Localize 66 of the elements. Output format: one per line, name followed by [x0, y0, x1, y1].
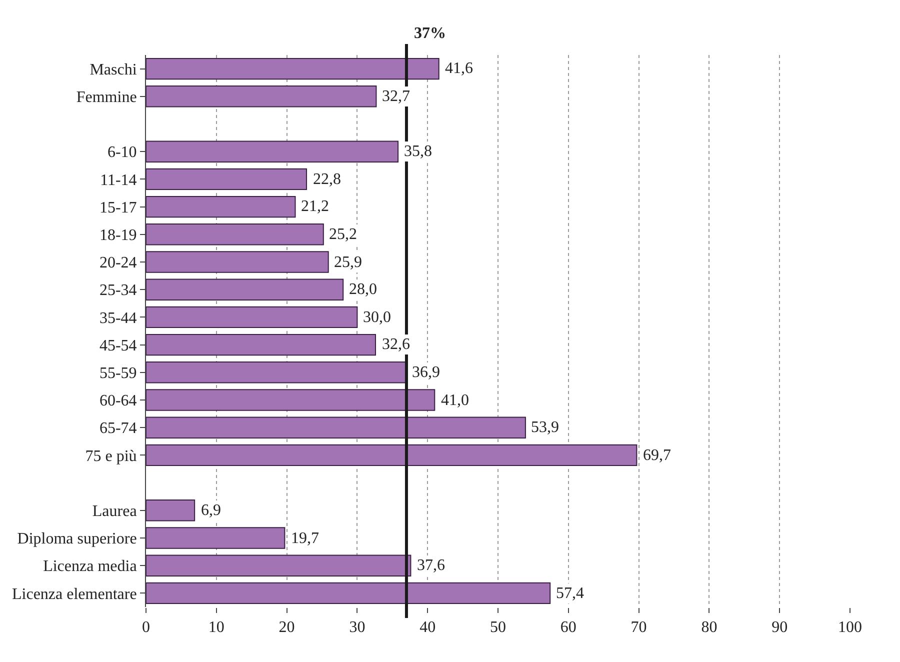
data-label: 41,0 [441, 392, 469, 409]
data-label: 53,9 [531, 419, 559, 436]
x-tick-label: 90 [772, 619, 788, 636]
y-tick-label: 11-14 [100, 172, 137, 189]
y-tick-label: Diploma superiore [17, 530, 137, 548]
bar [146, 582, 551, 604]
x-tick-label: 0 [142, 619, 150, 636]
bar [146, 278, 344, 300]
data-label: 37,6 [417, 557, 445, 574]
x-tick-label: 80 [701, 619, 718, 636]
bar [146, 306, 358, 328]
data-label: 32,6 [382, 336, 410, 353]
data-label: 69,7 [643, 447, 671, 464]
data-label: 22,8 [313, 171, 341, 188]
bar [146, 389, 436, 411]
x-tick-label: 10 [208, 619, 224, 636]
data-label: 35,8 [404, 143, 432, 160]
bar [146, 168, 308, 190]
bar [146, 140, 399, 162]
data-label: 57,4 [556, 585, 584, 602]
bar [146, 58, 440, 80]
data-label: 30,0 [363, 309, 391, 326]
bar [146, 527, 286, 549]
bar [146, 196, 296, 218]
y-tick-label: 75 e più [85, 448, 137, 465]
data-label: 32,7 [382, 88, 410, 105]
bar [146, 251, 329, 273]
bar [146, 444, 638, 466]
y-tick-label: 6-10 [107, 144, 137, 162]
y-tick-label: Maschi [90, 61, 138, 78]
x-tick-label: 50 [490, 619, 506, 636]
y-tick-label: Laurea [92, 503, 137, 520]
data-label: 28,0 [349, 281, 377, 298]
y-tick-label: 65-74 [99, 420, 137, 438]
bar [146, 362, 406, 384]
bar [146, 334, 376, 356]
y-tick-label: 25-34 [99, 282, 137, 300]
data-label: 21,2 [301, 198, 329, 215]
data-label: 25,2 [329, 226, 357, 243]
x-tick-label: 100 [838, 619, 862, 636]
x-tick-label: 70 [630, 619, 647, 636]
y-tick-label: 15-17 [99, 199, 137, 216]
data-label: 6,9 [201, 502, 221, 519]
bar [146, 500, 196, 522]
bar [146, 416, 526, 438]
x-tick-label: 60 [560, 619, 576, 636]
x-tick-label: 30 [349, 619, 366, 636]
y-tick-label: 35-44 [99, 310, 137, 327]
data-label: 36,9 [412, 364, 440, 381]
ref-line-label: 37% [414, 25, 446, 42]
y-tick-label: 18-19 [99, 227, 137, 244]
y-tick-label: 60-64 [99, 392, 137, 410]
data-label: 19,7 [291, 530, 319, 547]
y-tick-label: 45-54 [99, 337, 137, 354]
y-tick-label: 20-24 [99, 254, 137, 272]
y-tick-label: Licenza media [43, 558, 137, 576]
data-label: 25,9 [334, 254, 362, 271]
y-tick-label: Femmine [76, 89, 137, 106]
bar [146, 554, 412, 576]
y-tick-label: 55-59 [99, 365, 137, 382]
data-label: 41,6 [445, 60, 473, 77]
bar [146, 224, 324, 246]
y-tick-label: Licenza elementare [12, 586, 137, 603]
x-tick-label: 40 [420, 619, 436, 636]
bar [146, 86, 377, 108]
x-tick-label: 20 [278, 619, 295, 636]
